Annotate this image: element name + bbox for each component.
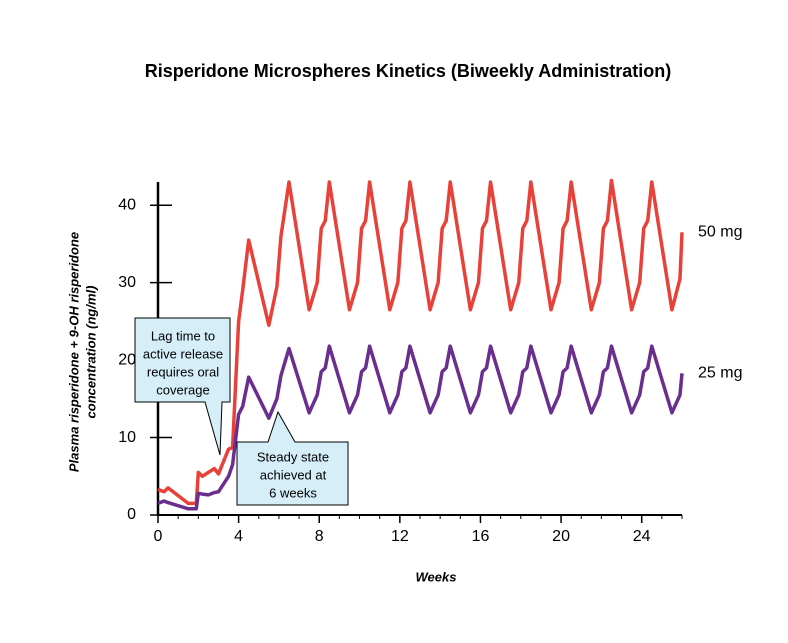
series-line [157, 178, 684, 506]
callout: Steady state achieved at 6 weeks [236, 410, 349, 506]
callout-box [236, 410, 349, 506]
annotation-line: Lag time to [151, 328, 215, 343]
chart-title: Risperidone Microspheres Kinetics (Biwee… [145, 61, 671, 81]
plot-area: 0 10 20 30 40 0 4 8 12 16 20 24 50 mg 25 mg [118, 178, 742, 545]
x-axis-label: Weeks [416, 569, 457, 584]
callout-box [134, 317, 231, 456]
x-tick-label: 12 [391, 528, 409, 545]
callout: Lag time to active release requires oral… [134, 317, 231, 456]
annotation-line: 6 weeks [269, 485, 317, 500]
y-tick-label: 30 [118, 274, 136, 291]
y-tick-label: 10 [118, 429, 136, 446]
series-label: 50 mg [698, 224, 742, 241]
annotation-line: achieved at [260, 467, 327, 482]
x-tick-label: 0 [154, 528, 163, 545]
annotation-line: coverage [156, 382, 209, 397]
x-tick-label: 8 [315, 528, 324, 545]
y-axis-label-line: concentration (ng/ml) [83, 286, 98, 419]
y-tick-label: 20 [118, 351, 136, 368]
annotation-line: active release [143, 346, 223, 361]
y-axis-label-line: Plasma risperidone + 9-OH risperidone [66, 232, 81, 472]
x-tick-label: 16 [472, 528, 490, 545]
y-tick-label: 0 [127, 506, 136, 523]
series-label: 25 mg [698, 365, 742, 382]
annotation-line: requires oral [147, 364, 219, 379]
y-axis-label: Plasma risperidone + 9-OH risperidone co… [66, 232, 98, 472]
x-tick-label: 4 [234, 528, 243, 545]
series-line [157, 344, 684, 511]
x-tick-label: 24 [633, 528, 651, 545]
annotation-line: Steady state [257, 449, 329, 464]
x-tick-label: 20 [552, 528, 570, 545]
y-tick-label: 40 [118, 196, 136, 213]
